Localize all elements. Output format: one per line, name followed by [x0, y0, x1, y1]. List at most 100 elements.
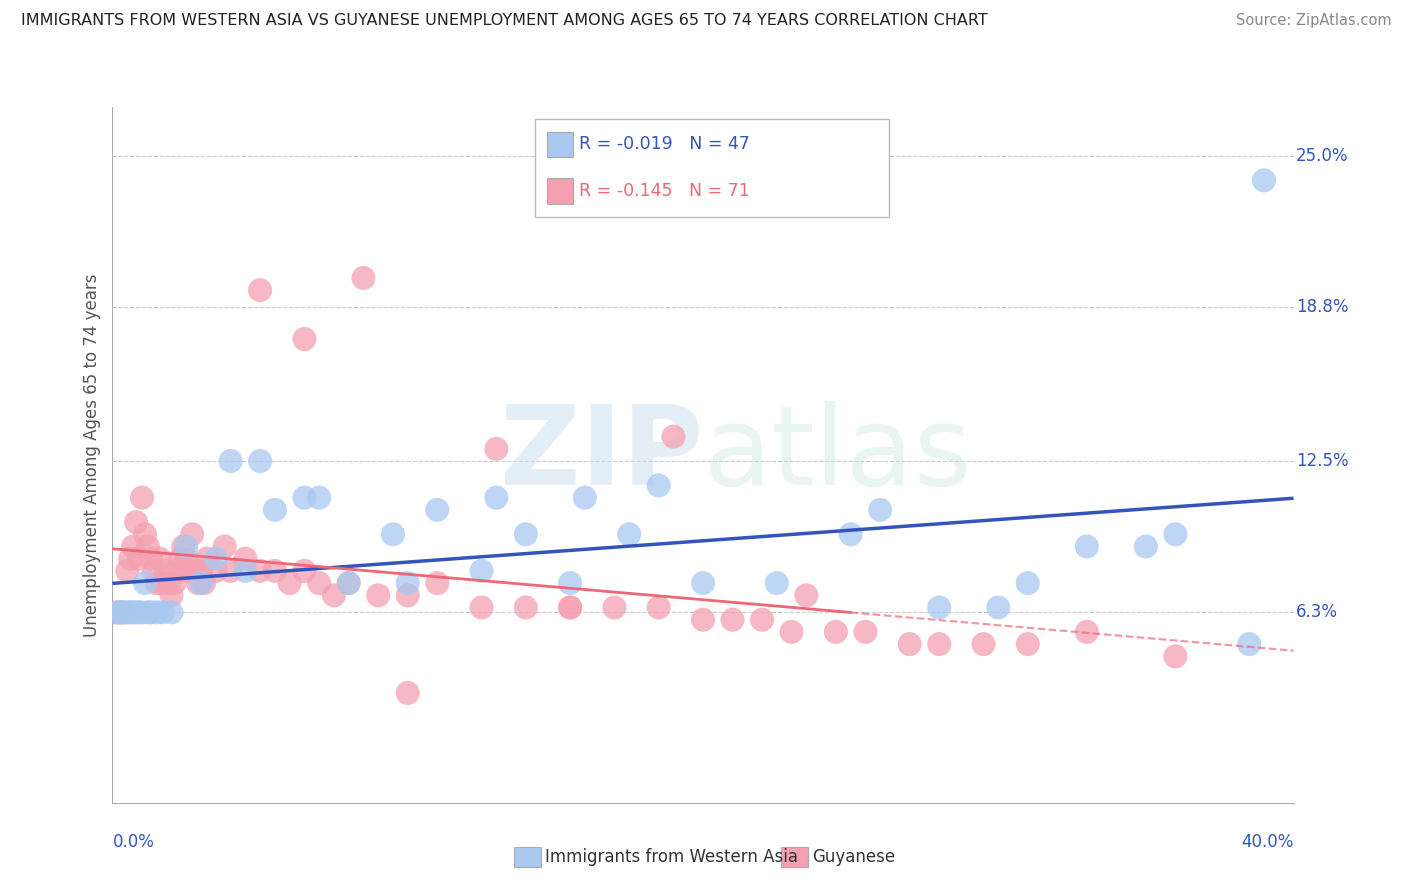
Point [184, 564, 207, 578]
Point [249, 454, 271, 468]
Point [120, 551, 142, 566]
Point [973, 637, 995, 651]
Point [796, 588, 818, 602]
Point [219, 564, 242, 578]
Text: Immigrants from Western Asia: Immigrants from Western Asia [546, 848, 799, 866]
Point [104, 606, 127, 620]
Point [136, 540, 159, 554]
Point [134, 576, 156, 591]
Point [117, 564, 138, 578]
Point [662, 429, 685, 443]
Text: 40.0%: 40.0% [1241, 833, 1294, 851]
Text: IMMIGRANTS FROM WESTERN ASIA VS GUYANESE UNEMPLOYMENT AMONG AGES 65 TO 74 YEARS : IMMIGRANTS FROM WESTERN ASIA VS GUYANESE… [21, 13, 988, 29]
Point [128, 606, 150, 620]
Point [692, 576, 714, 591]
Point [120, 606, 142, 620]
Point [619, 527, 641, 541]
Text: 12.5%: 12.5% [1296, 452, 1348, 470]
Text: Guyanese: Guyanese [813, 848, 896, 866]
Point [323, 588, 346, 602]
Y-axis label: Unemployment Among Ages 65 to 74 years: Unemployment Among Ages 65 to 74 years [83, 273, 101, 637]
Point [426, 503, 449, 517]
Point [308, 576, 330, 591]
Point [146, 606, 169, 620]
Point [160, 606, 183, 620]
Text: 18.8%: 18.8% [1296, 298, 1348, 317]
Point [337, 576, 360, 591]
Text: 25.0%: 25.0% [1296, 147, 1348, 165]
Point [515, 527, 537, 541]
Point [264, 564, 287, 578]
Point [485, 491, 508, 505]
Point [692, 613, 714, 627]
Point [470, 600, 494, 615]
Point [574, 491, 596, 505]
Point [278, 576, 301, 591]
Point [160, 588, 183, 602]
Point [824, 624, 846, 639]
Point [131, 491, 153, 505]
Point [107, 606, 129, 620]
Point [396, 576, 419, 591]
Point [155, 564, 177, 578]
Point [233, 551, 256, 566]
Point [292, 491, 315, 505]
Point [122, 606, 145, 620]
Text: R = -0.019   N = 47: R = -0.019 N = 47 [579, 136, 749, 153]
Point [721, 613, 744, 627]
Point [128, 551, 150, 566]
Point [152, 576, 174, 591]
Point [146, 576, 169, 591]
Point [107, 606, 129, 620]
Point [560, 576, 582, 591]
Point [264, 503, 287, 517]
Point [382, 527, 405, 541]
Point [352, 271, 374, 285]
Point [125, 606, 148, 620]
Point [179, 564, 201, 578]
Point [122, 540, 145, 554]
Point [249, 564, 271, 578]
Point [292, 564, 315, 578]
Point [396, 588, 419, 602]
Point [1017, 576, 1039, 591]
Point [515, 600, 537, 615]
Text: R = -0.145   N = 71: R = -0.145 N = 71 [579, 182, 749, 201]
Point [928, 600, 950, 615]
Point [214, 540, 236, 554]
Text: Source: ZipAtlas.com: Source: ZipAtlas.com [1236, 13, 1392, 29]
Point [839, 527, 862, 541]
Point [898, 637, 921, 651]
Point [205, 564, 228, 578]
Point [169, 551, 191, 566]
Point [869, 503, 891, 517]
Point [426, 576, 449, 591]
Point [139, 551, 162, 566]
Point [112, 606, 135, 620]
Point [308, 491, 330, 505]
Point [1253, 173, 1275, 187]
Point [292, 332, 315, 346]
Point [1164, 527, 1187, 541]
Point [110, 606, 132, 620]
Point [152, 606, 174, 620]
Text: 0.0%: 0.0% [112, 833, 155, 851]
Point [1135, 540, 1157, 554]
Point [485, 442, 508, 456]
Point [136, 606, 159, 620]
Point [1239, 637, 1261, 651]
Point [205, 551, 228, 566]
Point [367, 588, 389, 602]
Point [166, 564, 188, 578]
Point [149, 551, 172, 566]
Point [134, 527, 156, 541]
Point [219, 454, 242, 468]
Point [131, 606, 153, 620]
Point [928, 637, 950, 651]
Point [766, 576, 789, 591]
Point [1076, 540, 1098, 554]
Point [157, 576, 180, 591]
Point [647, 478, 671, 492]
Point [117, 606, 138, 620]
Point [337, 576, 360, 591]
